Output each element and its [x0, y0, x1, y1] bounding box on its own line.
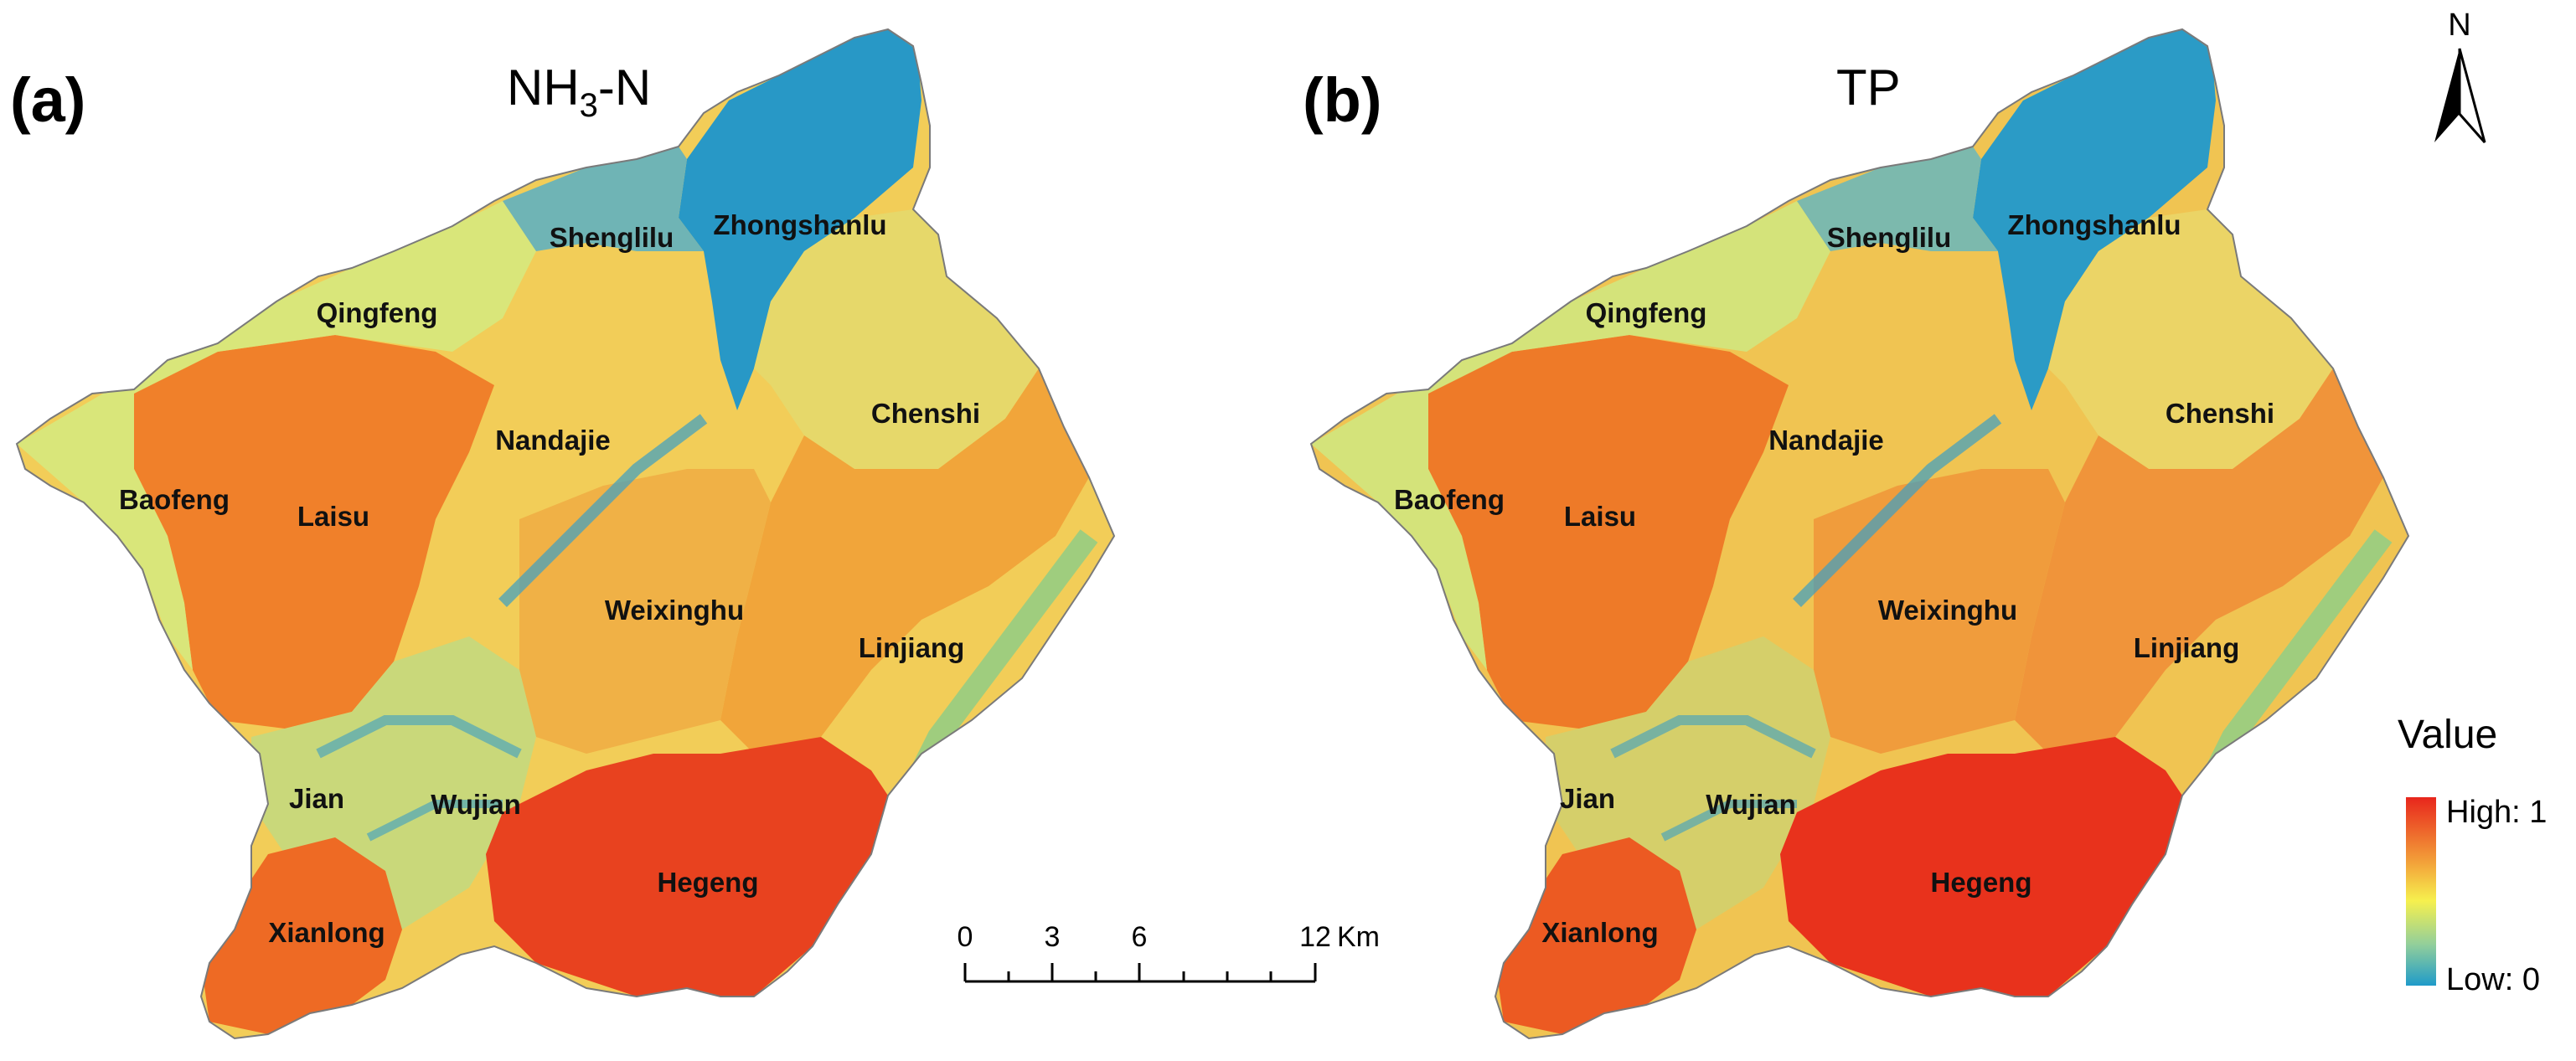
label-baofeng: Baofeng	[119, 484, 230, 515]
panel-b-title: TP	[1836, 59, 1901, 116]
scale-bar: 0 3 6 12 Km	[958, 921, 1380, 983]
panel-b-map	[1310, 28, 2409, 1039]
north-label: N	[2448, 8, 2470, 43]
legend-low-label: Low: 0	[2446, 962, 2540, 997]
label-jian: Jian	[289, 783, 344, 814]
panel-a-district-labels: Zhongshanlu Shenglilu Qingfeng Chenshi N…	[119, 209, 980, 948]
label-linjiang: Linjiang	[859, 632, 965, 663]
label-jian: Jian	[1560, 783, 1615, 814]
panel-a-tag: (a)	[10, 65, 85, 135]
panel-b-district-labels: Zhongshanlu Shenglilu Qingfeng Chenshi N…	[1394, 209, 2274, 948]
panel-a-title: NH3-N	[507, 59, 651, 124]
label-zhongshanlu: Zhongshanlu	[713, 209, 886, 240]
legend-high-label: High: 1	[2446, 795, 2547, 830]
scale-tick-3: 3	[1045, 921, 1061, 953]
label-weixinghu: Weixinghu	[605, 595, 744, 626]
label-chenshi: Chenshi	[871, 398, 980, 429]
scale-tick-0: 0	[958, 921, 973, 953]
legend-title: Value	[2398, 713, 2497, 757]
panel-b-tag: (b)	[1303, 65, 1382, 135]
label-zhongshanlu: Zhongshanlu	[2007, 209, 2181, 240]
label-laisu: Laisu	[297, 501, 369, 532]
legend-color-ramp	[2406, 797, 2436, 986]
scale-tick-6: 6	[1132, 921, 1148, 953]
label-linjiang: Linjiang	[2134, 632, 2240, 663]
label-hegeng: Hegeng	[1930, 867, 2031, 898]
label-baofeng: Baofeng	[1394, 484, 1505, 515]
label-qingfeng: Qingfeng	[317, 297, 438, 328]
label-qingfeng: Qingfeng	[1586, 297, 1707, 328]
label-wujian: Wujian	[1706, 789, 1796, 820]
label-chenshi: Chenshi	[2166, 398, 2274, 429]
label-shenglilu: Shenglilu	[1827, 222, 1952, 253]
legend: Value High: 1 Low: 0	[2398, 713, 2547, 997]
label-wujian: Wujian	[431, 789, 521, 820]
label-shenglilu: Shenglilu	[550, 222, 674, 253]
scale-unit: Km	[1337, 921, 1380, 953]
label-xianlong: Xianlong	[268, 917, 385, 948]
label-xianlong: Xianlong	[1541, 917, 1658, 948]
panel-a-map	[16, 28, 1115, 1039]
scale-tick-12: 12	[1299, 921, 1331, 953]
label-nandajie: Nandajie	[1768, 425, 1884, 456]
label-hegeng: Hegeng	[657, 867, 758, 898]
north-arrow-icon: N	[2434, 8, 2486, 143]
label-laisu: Laisu	[1564, 501, 1636, 532]
label-weixinghu: Weixinghu	[1878, 595, 2017, 626]
label-nandajie: Nandajie	[495, 425, 611, 456]
